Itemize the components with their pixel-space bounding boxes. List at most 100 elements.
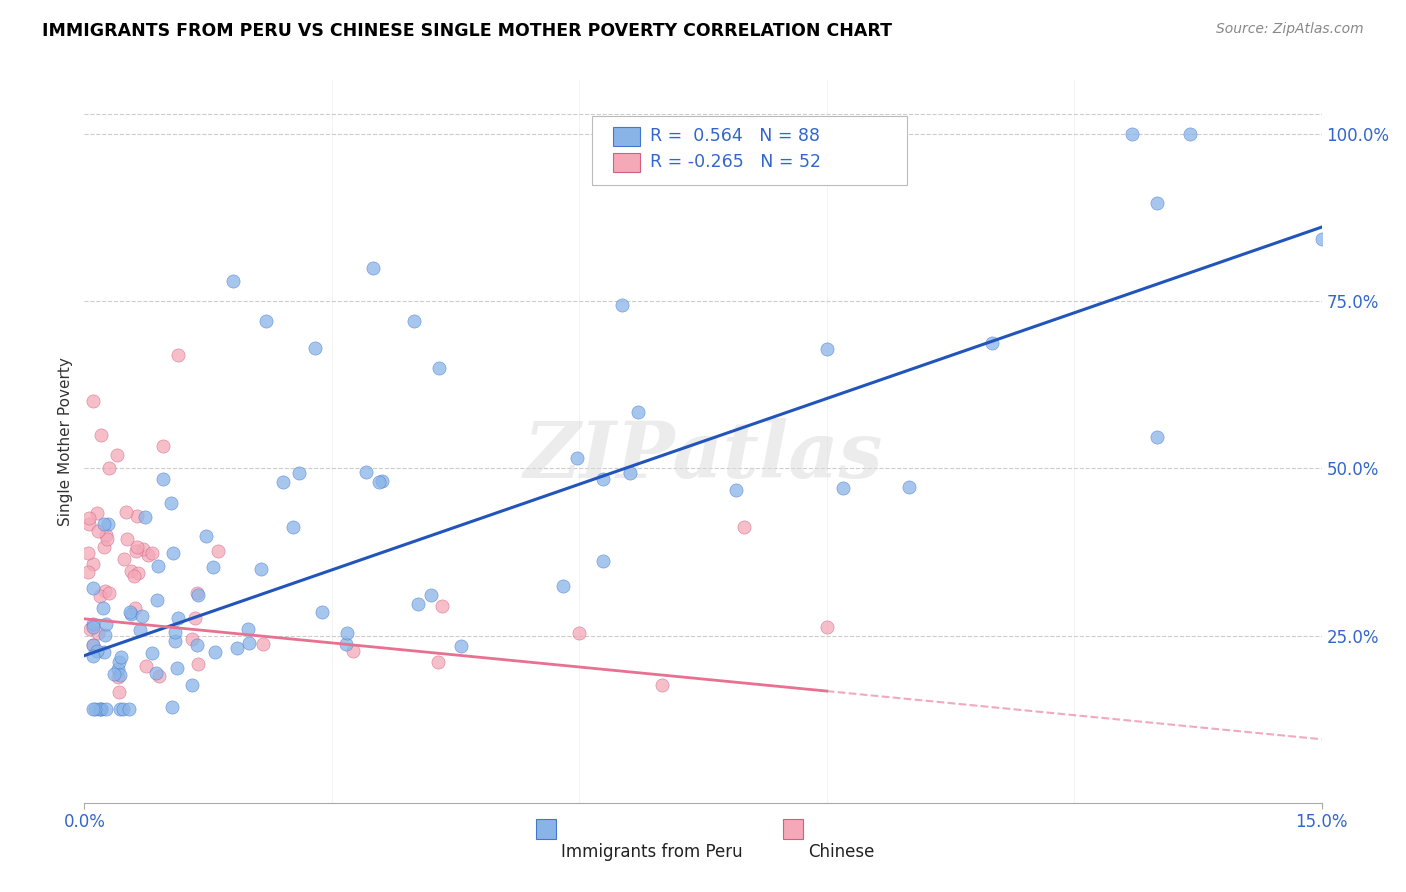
Point (89, 702, 111, 716)
Point (141, 546, 163, 560)
Point (186, 586, 208, 600)
Point (120, 564, 142, 578)
Point (342, 644, 364, 658)
Point (82, 638, 104, 652)
Point (129, 624, 152, 638)
Point (77, 517, 100, 532)
Point (160, 496, 183, 510)
Point (181, 632, 204, 647)
Point (135, 658, 157, 673)
Point (89, 589, 111, 603)
FancyBboxPatch shape (592, 117, 907, 185)
Point (110, 702, 132, 716)
Point (167, 611, 190, 625)
Point (124, 601, 146, 615)
Point (1146, 430, 1168, 444)
Point (96, 702, 118, 716)
Point (252, 637, 274, 651)
Point (152, 438, 174, 452)
Point (94, 584, 117, 599)
Point (93, 628, 115, 642)
Text: Source: ZipAtlas.com: Source: ZipAtlas.com (1216, 22, 1364, 37)
Point (107, 669, 129, 683)
Point (165, 624, 187, 639)
Point (273, 475, 295, 490)
Point (427, 361, 450, 376)
Point (1146, 195, 1168, 210)
Point (304, 341, 326, 355)
Point (115, 505, 138, 519)
Point (152, 472, 174, 486)
Point (90, 702, 112, 716)
Point (107, 655, 129, 669)
Point (160, 699, 183, 714)
Point (1310, 232, 1333, 246)
Point (186, 638, 208, 652)
Point (77, 566, 100, 580)
Point (110, 649, 132, 664)
Point (222, 274, 245, 288)
Bar (613, 128, 640, 146)
Point (91, 601, 114, 615)
Point (87, 524, 110, 539)
Point (371, 474, 394, 488)
Point (131, 541, 153, 556)
Point (815, 343, 838, 357)
Point (311, 605, 333, 619)
Point (404, 314, 426, 328)
Point (733, 519, 755, 533)
Point (450, 639, 472, 653)
Point (98, 461, 121, 475)
Point (112, 702, 135, 716)
Point (238, 636, 260, 650)
Point (162, 546, 184, 560)
Point (815, 620, 838, 634)
Point (127, 541, 149, 555)
Point (225, 640, 247, 655)
Point (166, 661, 188, 675)
Point (122, 569, 145, 583)
Point (180, 678, 202, 692)
Point (367, 475, 389, 490)
Point (651, 678, 673, 692)
Point (565, 450, 588, 465)
Point (167, 348, 190, 362)
Point (83, 702, 105, 716)
Point (163, 634, 186, 648)
Point (619, 466, 641, 480)
Text: R =  0.564   N = 88: R = 0.564 N = 88 (650, 127, 820, 145)
Bar (536, 819, 555, 838)
Point (107, 662, 129, 676)
Point (82, 648, 104, 663)
Point (336, 626, 359, 640)
Y-axis label: Single Mother Poverty: Single Mother Poverty (58, 357, 73, 526)
Point (195, 528, 218, 542)
Point (77, 511, 100, 525)
Point (187, 657, 209, 672)
Point (108, 685, 131, 699)
Point (568, 625, 591, 640)
Point (96, 532, 118, 546)
Point (201, 559, 224, 574)
Text: ZIPatlas: ZIPatlas (523, 417, 883, 494)
Point (187, 588, 209, 602)
Point (283, 520, 305, 534)
Point (420, 588, 443, 602)
Point (148, 668, 170, 682)
Point (131, 609, 153, 624)
Point (82, 394, 104, 409)
Point (725, 483, 748, 497)
Point (127, 566, 149, 580)
Point (110, 668, 132, 682)
Point (79, 622, 101, 636)
Point (86, 507, 108, 521)
Point (361, 260, 384, 275)
Point (207, 543, 229, 558)
Point (204, 645, 226, 659)
Point (82, 557, 104, 571)
Point (118, 605, 141, 619)
Point (94, 528, 117, 542)
Point (82, 638, 104, 652)
Point (146, 558, 169, 573)
Point (354, 466, 377, 480)
